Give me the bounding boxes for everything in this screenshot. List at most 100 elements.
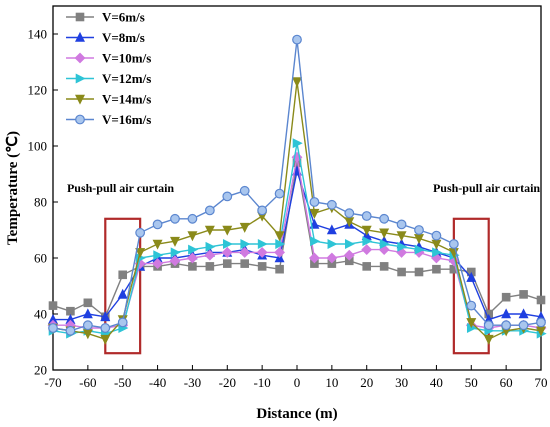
data-point: [187, 252, 198, 264]
data-point: [239, 185, 250, 196]
data-point: [257, 262, 267, 271]
data-point: [483, 334, 494, 345]
x-tick-label: -10: [253, 375, 270, 390]
legend-item: V=16m/s: [66, 112, 151, 127]
data-point: [361, 211, 372, 221]
data-point: [274, 246, 285, 258]
data-point: [396, 219, 407, 230]
data-point: [466, 300, 477, 311]
data-point: [222, 259, 232, 268]
data-point: [204, 205, 215, 216]
x-tick-label: 30: [395, 375, 408, 390]
data-point: [536, 317, 546, 328]
x-tick-label: 0: [294, 375, 301, 390]
data-point: [343, 249, 355, 261]
data-point: [414, 267, 424, 277]
legend-label: V=14m/s: [102, 92, 151, 107]
legend-marker: [75, 94, 85, 105]
data-point: [326, 252, 338, 264]
data-point: [187, 231, 198, 242]
legend-item: V=12m/s: [66, 71, 151, 86]
y-tick-label: 120: [28, 83, 48, 98]
legend-label: V=12m/s: [102, 71, 151, 86]
data-point: [170, 236, 180, 247]
data-point: [205, 262, 215, 271]
legend-label: V=8m/s: [102, 30, 145, 45]
data-point: [501, 292, 511, 302]
data-point: [187, 213, 198, 224]
data-point: [431, 239, 442, 250]
highlight-box: [104, 217, 142, 355]
data-point: [118, 270, 128, 280]
x-tick-label: -50: [114, 375, 131, 390]
data-point: [501, 320, 512, 331]
data-point: [239, 246, 251, 258]
data-point: [518, 308, 529, 319]
data-point: [361, 244, 373, 256]
data-point: [519, 290, 528, 299]
x-tick-label: -70: [44, 375, 61, 390]
data-point: [379, 228, 390, 239]
legend-item: V=8m/s: [66, 30, 145, 45]
data-point: [100, 311, 111, 322]
x-tick-label: 60: [500, 375, 513, 390]
data-point: [83, 298, 93, 308]
annotation-layer: Push-pull air curtain Push-pull air curt…: [67, 181, 540, 195]
data-point: [205, 241, 216, 252]
data-point: [448, 239, 459, 249]
data-point: [396, 231, 407, 242]
data-point: [204, 225, 215, 236]
y-axis-title: Temperature (℃): [5, 131, 21, 245]
data-point: [414, 225, 424, 235]
x-tick-label: 70: [535, 375, 548, 390]
y-tick-label: 80: [34, 195, 47, 210]
data-point: [432, 247, 443, 258]
data-point: [117, 317, 128, 328]
data-point: [274, 231, 285, 242]
data-point: [170, 213, 180, 224]
legend-label: V=16m/s: [102, 112, 151, 127]
data-point: [65, 325, 76, 336]
data-point: [100, 334, 111, 345]
x-tick-label: -60: [79, 375, 96, 390]
data-point: [483, 320, 494, 331]
data-point: [327, 239, 338, 249]
legend-marker: [75, 114, 85, 125]
data-point: [135, 248, 146, 259]
legend-label: V=10m/s: [102, 51, 151, 66]
data-point: [501, 308, 512, 319]
data-point: [432, 264, 441, 274]
annotation-right: Push-pull air curtain: [433, 181, 540, 195]
x-tick-label: 40: [430, 375, 443, 390]
x-axis-title: Distance (m): [256, 406, 337, 422]
data-point: [309, 252, 320, 264]
x-tick-label: 20: [360, 375, 373, 390]
data-point: [256, 246, 268, 258]
data-point: [152, 258, 163, 270]
y-tick-label: 100: [28, 139, 48, 154]
data-point: [292, 77, 302, 88]
data-point: [82, 320, 93, 331]
highlight-layer: [104, 217, 490, 355]
data-point: [326, 199, 337, 210]
data-point: [257, 205, 268, 216]
data-point: [379, 239, 390, 249]
series-5: [48, 34, 546, 336]
data-point: [431, 230, 442, 241]
data-point: [309, 208, 320, 219]
data-point: [274, 188, 285, 199]
data-point: [153, 250, 164, 261]
data-point: [169, 255, 181, 267]
data-point: [222, 225, 233, 236]
data-point: [188, 262, 197, 271]
data-point: [466, 318, 477, 329]
data-point: [152, 219, 163, 230]
data-point: [152, 239, 163, 250]
data-point: [361, 225, 372, 236]
data-point: [135, 227, 146, 238]
legend: V=6m/s V=8m/s V=10m/s V=12m/s V=14m/s V=16m/s: [66, 10, 151, 127]
data-point: [48, 323, 58, 333]
legend-item: V=6m/s: [66, 10, 145, 25]
data-point: [222, 191, 233, 202]
